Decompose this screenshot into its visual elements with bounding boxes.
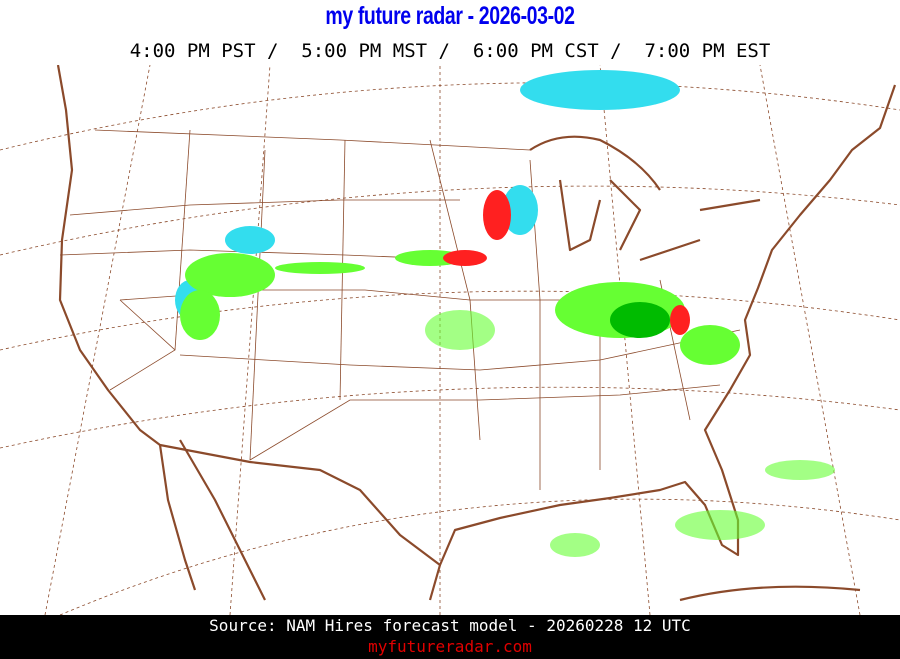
baja-coastline xyxy=(158,444,197,591)
latitude-line xyxy=(0,185,900,256)
great-lakes xyxy=(529,135,761,262)
rain-echo xyxy=(425,310,495,350)
footer: Source: NAM Hires forecast model - 20260… xyxy=(0,615,900,659)
latitude-line xyxy=(0,386,900,449)
radar-map xyxy=(0,65,900,615)
mexico-coastline xyxy=(179,439,442,601)
latitude-line xyxy=(0,82,900,151)
rain-echo xyxy=(185,253,275,297)
radar-precipitation xyxy=(175,70,835,557)
mix-echo xyxy=(483,190,511,240)
longitude-line xyxy=(599,65,651,615)
snow-echo xyxy=(225,226,275,254)
snow-echo xyxy=(502,185,538,235)
rain-echo xyxy=(550,533,600,557)
latitude-line xyxy=(0,290,900,351)
page-title: my future radar - 2026-03-02 xyxy=(325,2,575,30)
cuba-coastline xyxy=(679,585,861,602)
rain-echo xyxy=(680,325,740,365)
longitude-line xyxy=(229,65,271,615)
time-zones-label: 4:00 PM PST / 5:00 PM MST / 6:00 PM CST … xyxy=(129,40,771,62)
us-coastline xyxy=(56,65,897,567)
site-link[interactable]: myfutureradar.com xyxy=(368,637,532,656)
source-label: Source: NAM Hires forecast model - 20260… xyxy=(209,616,691,635)
rain-echo xyxy=(275,262,365,274)
mix-echo xyxy=(670,305,690,335)
coastline xyxy=(56,65,897,602)
rain-echo xyxy=(765,460,835,480)
mix-echo xyxy=(443,250,487,266)
snow-echo xyxy=(520,70,680,110)
rain-echo xyxy=(180,290,220,340)
rain-echo xyxy=(675,510,765,540)
longitude-line xyxy=(44,65,151,615)
graticule xyxy=(0,65,900,615)
longitude-line xyxy=(759,65,861,615)
latitude-line xyxy=(59,498,900,615)
rain-echo xyxy=(610,302,670,338)
